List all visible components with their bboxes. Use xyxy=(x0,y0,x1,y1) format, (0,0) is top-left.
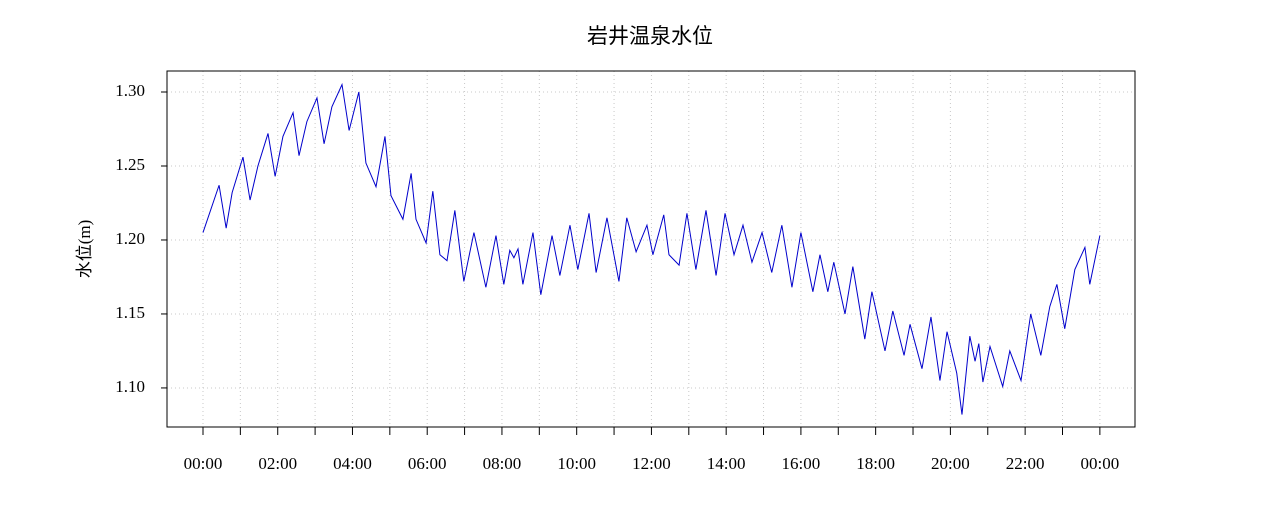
chart-title: 岩井温泉水位 xyxy=(587,24,713,48)
x-tick-label: 12:00 xyxy=(632,454,671,473)
x-tick-label: 16:00 xyxy=(782,454,821,473)
x-tick-label: 00:00 xyxy=(184,454,223,473)
x-tick-label: 14:00 xyxy=(707,454,746,473)
y-tick-label: 1.15 xyxy=(115,303,145,322)
y-axis-label: 水位(m) xyxy=(75,220,94,279)
y-tick-label: 1.10 xyxy=(115,377,145,396)
x-tick-label: 20:00 xyxy=(931,454,970,473)
x-tick-label: 18:00 xyxy=(856,454,895,473)
data-line xyxy=(202,82,1101,415)
x-tick-label: 00:00 xyxy=(1081,454,1120,473)
x-tick-label: 08:00 xyxy=(483,454,522,473)
x-tick-label: 06:00 xyxy=(408,454,447,473)
y-tick-label: 1.20 xyxy=(115,229,145,248)
x-tick-label: 10:00 xyxy=(557,454,596,473)
x-tick-label: 22:00 xyxy=(1006,454,1045,473)
x-tick-label: 04:00 xyxy=(333,454,372,473)
plot-frame xyxy=(166,70,1136,428)
y-tick-label: 1.25 xyxy=(115,155,145,174)
x-tick-label: 02:00 xyxy=(258,454,297,473)
y-tick-label: 1.30 xyxy=(115,81,145,100)
